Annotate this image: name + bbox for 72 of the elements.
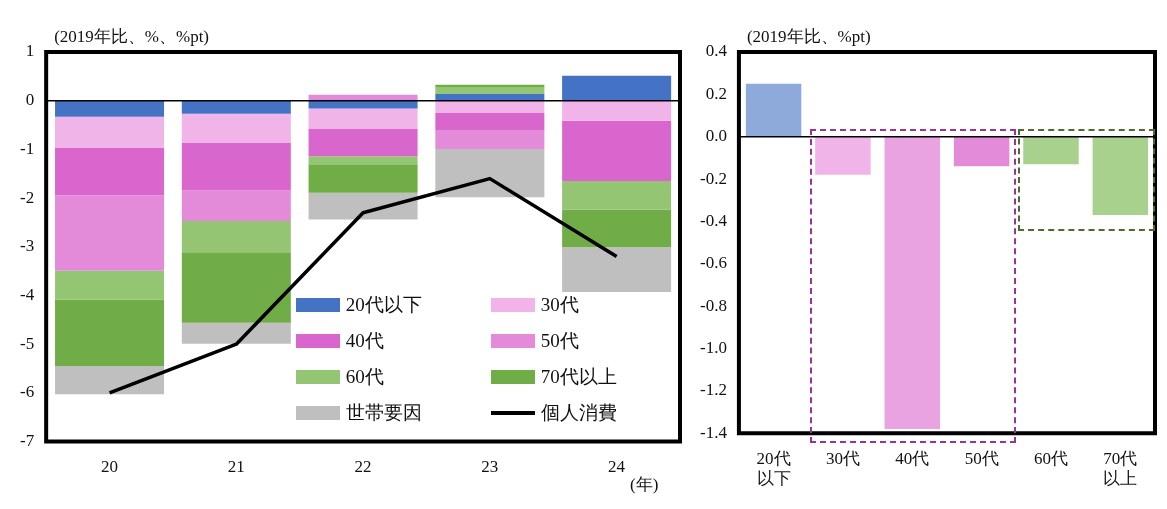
x-tick-label: 24 — [608, 457, 626, 477]
x-tick-label: 30代 — [825, 448, 860, 468]
y-tick-label: -0.8 — [699, 295, 727, 315]
bar — [181, 190, 291, 221]
y-tick-label: -7 — [19, 431, 35, 451]
bar — [308, 128, 418, 157]
bar — [55, 366, 165, 395]
bar — [562, 181, 672, 210]
y-tick-label: 0.4 — [705, 41, 728, 61]
bar — [55, 270, 165, 300]
bar — [562, 100, 672, 121]
y-tick-label: -1 — [19, 138, 35, 158]
x-tick-label: 22 — [354, 457, 372, 477]
x-tick-label: 50代 — [964, 448, 999, 468]
legend-label: 40代 — [345, 328, 384, 353]
y-tick-label: -2 — [19, 187, 35, 207]
bar — [435, 87, 545, 94]
y-axis-title: (2019年比、%pt) — [746, 26, 871, 46]
y-tick-label: -0.2 — [699, 168, 727, 188]
y-tick-label: -3 — [19, 236, 35, 256]
x-tick-label: 70代以上 — [1103, 448, 1138, 489]
x-tick-label: 21 — [227, 457, 245, 477]
bar — [435, 112, 545, 130]
x-tick-label: 40代 — [895, 448, 930, 468]
bar — [562, 247, 672, 293]
y-tick-label: 0 — [25, 90, 35, 110]
x-tick-label: 20 — [101, 457, 119, 477]
y-tick-label: 0.2 — [705, 83, 727, 103]
y-tick-label: -6 — [19, 382, 35, 402]
bar — [55, 299, 165, 367]
legend-label: 60代 — [345, 364, 384, 389]
x-tick-label: 60代 — [1033, 448, 1068, 468]
y-tick-label: -1.0 — [699, 337, 727, 357]
bar — [435, 100, 545, 113]
legend-label: 30代 — [540, 292, 579, 317]
y-axis-title: (2019年比、%、%pt) — [54, 26, 210, 46]
bar — [308, 192, 418, 220]
y-tick-label: -4 — [19, 284, 35, 304]
y-tick-label: -1.4 — [699, 422, 728, 442]
bar — [562, 209, 672, 248]
legend-label: 70代以上 — [540, 364, 617, 389]
bar — [181, 143, 291, 191]
legend-label: 個人消費 — [540, 400, 617, 425]
bar — [308, 156, 418, 165]
bar — [562, 75, 672, 101]
bar — [562, 120, 672, 182]
bar — [308, 108, 418, 129]
bar — [308, 100, 418, 109]
bar — [435, 129, 545, 149]
y-tick-label: 1 — [25, 41, 35, 61]
y-tick-label: -0.4 — [699, 210, 728, 230]
legend-label: 世帯要因 — [345, 400, 422, 425]
bar — [181, 220, 291, 253]
x-tick-label: 23 — [481, 457, 499, 477]
y-tick-label: -5 — [19, 333, 35, 353]
bar — [55, 147, 165, 196]
bar — [55, 195, 165, 271]
y-tick-label: -0.6 — [699, 253, 727, 273]
x-axis-title: (年) — [630, 474, 659, 494]
bar — [181, 100, 291, 114]
bar — [435, 148, 545, 198]
bar — [55, 100, 165, 117]
y-tick-label: -1.2 — [699, 380, 727, 400]
bar — [308, 164, 418, 193]
legend-label: 20代以下 — [345, 292, 422, 317]
x-tick-label: 20代以下 — [756, 448, 791, 489]
bar — [55, 116, 165, 148]
y-tick-label: 0.0 — [705, 126, 727, 146]
bar — [181, 322, 291, 344]
bar — [181, 113, 291, 144]
legend-label: 50代 — [540, 328, 579, 353]
bar — [181, 252, 291, 323]
